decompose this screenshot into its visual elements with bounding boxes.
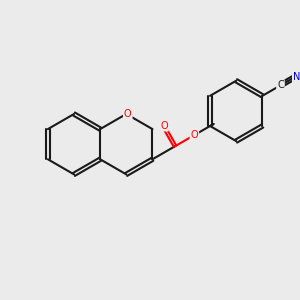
Text: N: N [293, 72, 300, 82]
Text: O: O [160, 121, 168, 130]
Text: C: C [277, 80, 284, 90]
Text: O: O [124, 109, 132, 119]
Text: O: O [190, 130, 198, 140]
